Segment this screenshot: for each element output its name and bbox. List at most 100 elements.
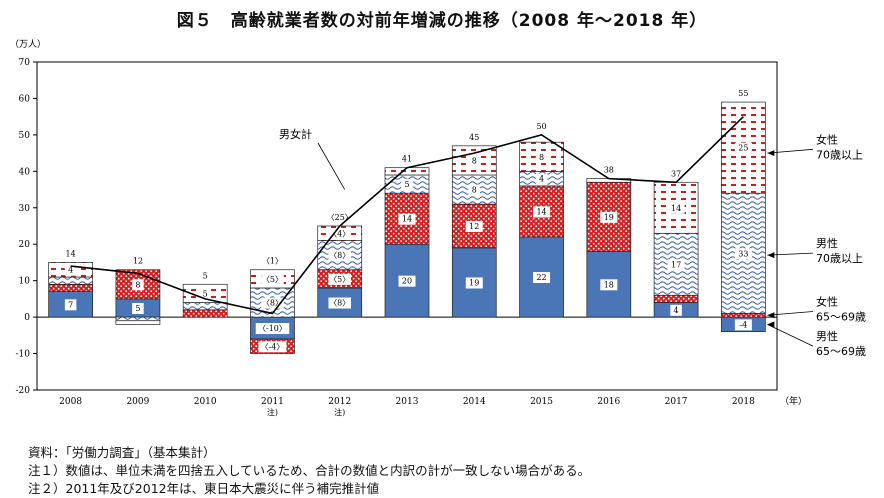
segment-label: 〈8〉: [329, 251, 350, 260]
segment-label-bg: [261, 297, 284, 309]
segment-label-bg: [132, 279, 144, 291]
y-tick-label: 10: [19, 277, 31, 287]
x-tick-note: 注): [334, 407, 345, 417]
legend-arrowhead: [767, 312, 775, 319]
y-tick-label: 0: [24, 313, 30, 323]
segment-label-bg: [258, 341, 287, 353]
segment-label: 4: [539, 175, 544, 184]
y-tick-label: -10: [16, 350, 31, 360]
x-tick-label: 2008: [59, 397, 82, 407]
total-label: 12: [133, 257, 143, 266]
segment-label-bg: [533, 206, 551, 218]
legend-arrowhead: [767, 321, 775, 328]
y-tick-label: 30: [19, 204, 31, 214]
segment-label-bg: [667, 259, 685, 271]
bar-segment: [182, 309, 228, 318]
segment-label-bg: [734, 248, 752, 260]
segment-label: 12: [469, 222, 479, 231]
segment-label-bg: [255, 323, 290, 335]
legend-entry: 70歳以上: [816, 252, 863, 265]
segment-label-bg: [535, 173, 548, 185]
segment-label-bg: [670, 304, 682, 316]
y-tick-label: 50: [19, 131, 31, 141]
segment-label: 〈5〉: [329, 275, 350, 284]
total-label: 55: [738, 89, 748, 98]
segment-label: 5: [135, 304, 140, 313]
segment-label: -4: [739, 320, 747, 329]
segment-label-bg: [535, 151, 548, 163]
y-tick-label: -20: [16, 386, 31, 396]
source-note: 資料：「労働力調査」（基本集計）: [28, 445, 216, 460]
total-line: [70, 116, 744, 315]
x-tick-note: 注): [267, 407, 278, 417]
segment-label: 14: [671, 204, 681, 213]
legend-leader: [767, 148, 814, 154]
y-tick-label: 40: [19, 167, 31, 177]
segment-label: 19: [604, 213, 614, 222]
x-tick-label: 2012: [328, 397, 351, 407]
total-label: 〈1〉: [262, 257, 283, 266]
bar-segment: [182, 302, 228, 311]
segment-label: 33: [738, 249, 748, 258]
segment-label-bg: [132, 303, 144, 314]
total-label: 14: [66, 249, 76, 258]
legend-entry: 女性: [816, 132, 838, 146]
segment-label: 19: [469, 278, 479, 287]
segment-label-bg: [468, 184, 481, 196]
bar-segment: [721, 313, 766, 318]
segment-label: 22: [536, 273, 546, 282]
total-label: 50: [536, 122, 546, 131]
legend-entry: 70歳以上: [816, 148, 863, 161]
segment-label-bg: [398, 213, 416, 225]
segment-label-bg: [328, 297, 351, 309]
segment-label: 18: [604, 280, 614, 289]
y-tick-label: 70: [19, 58, 31, 68]
segment-label: 〈8〉: [329, 299, 350, 308]
segment-label-bg: [328, 228, 351, 240]
segment-label-bg: [533, 272, 551, 284]
legend-entry: 男性: [816, 236, 838, 250]
plot-frame: [36, 61, 778, 391]
segment-label-bg: [199, 288, 211, 300]
segment-label: 17: [671, 260, 681, 269]
legend-leader: [767, 324, 814, 347]
segment-label: 4: [674, 306, 679, 315]
bar-segment: [653, 294, 699, 303]
segment-label-bg: [398, 275, 416, 287]
y-tick-label: 60: [19, 94, 31, 104]
segment-label-bg: [64, 299, 77, 311]
x-tick-label: 2011: [261, 397, 284, 407]
total-line-leader: [317, 142, 346, 190]
segment-label-bg: [465, 221, 483, 232]
total-label: 38: [604, 166, 614, 175]
legend-entry: 女性: [816, 294, 838, 308]
segment-label: 〈-4〉: [261, 342, 285, 351]
segment-label: 14: [402, 215, 412, 224]
segment-label-bg: [734, 142, 752, 154]
segment-label: 14: [536, 207, 546, 216]
y-unit-label: （万人）: [10, 39, 46, 50]
segment-label-bg: [468, 155, 481, 167]
footnote-2: 注２）2011年及び2012年は、東日本大震災に伴う補完推計値: [28, 481, 380, 496]
segment-label-bg: [667, 202, 685, 214]
segment-label: 〈-10〉: [258, 324, 287, 333]
x-tick-label: 2015: [530, 397, 553, 407]
segment-label: 8: [135, 280, 140, 289]
legend-leader: [767, 311, 814, 316]
x-tick-label: 2016: [597, 397, 620, 407]
x-tick-label: 2014: [463, 397, 486, 407]
legend-entry: 65～69歳: [816, 345, 866, 358]
total-label: 45: [469, 133, 479, 142]
segment-label-bg: [401, 179, 413, 191]
segment-label: 25: [738, 144, 748, 153]
segment-label: 〈4〉: [329, 229, 350, 238]
segment-label-bg: [64, 264, 77, 276]
segment-label: 4: [68, 266, 73, 275]
footnote-1: 注１）数値は、単位未満を四捨五入しているため、合計の数値と内訳の計が一致しない場…: [28, 463, 591, 478]
segment-label-bg: [261, 273, 284, 285]
bar-segment: [48, 283, 93, 292]
total-label: 5: [203, 271, 208, 280]
bar-segment: [48, 276, 93, 285]
total-label: 41: [402, 155, 412, 164]
